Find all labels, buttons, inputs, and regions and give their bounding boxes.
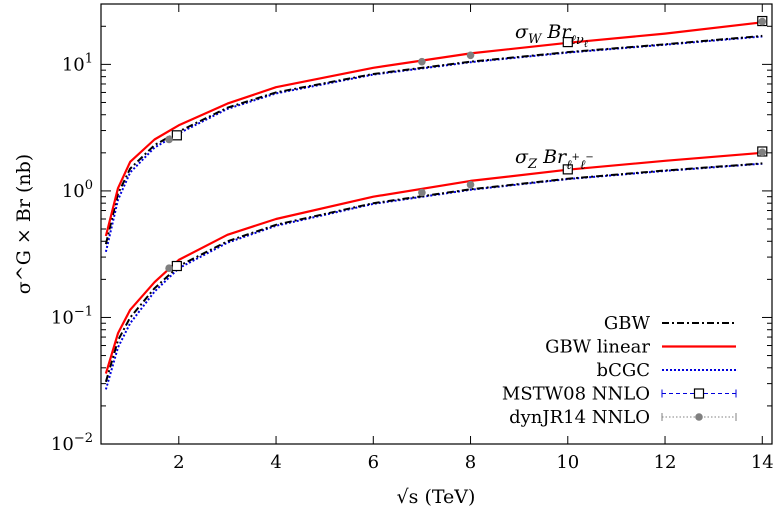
data-point-dynjr14-nnlo — [758, 148, 767, 157]
series-line-gbw-Z — [104, 162, 763, 383]
axis-ticks: 2 4 6 8 10 12 14 10−2 10−1 100 101 — [51, 3, 774, 473]
x-axis-label: √s (TeV) — [397, 486, 476, 508]
y-tick-label: 101 — [62, 51, 93, 75]
series-line-gbw-W — [104, 34, 763, 245]
data-point-dynjr14-nnlo — [466, 180, 475, 189]
data-point-mstw08-nnlo — [171, 260, 182, 272]
data-point-mstw08-nnlo — [562, 164, 573, 175]
data-point-dynjr14-nnlo — [466, 51, 475, 60]
data-point-dynjr14-nnlo — [758, 17, 767, 26]
x-tick-label: 12 — [654, 452, 677, 473]
series-curves — [104, 21, 763, 390]
legend-marker — [693, 388, 705, 399]
legend-label: GBW linear — [545, 337, 650, 358]
legend-marker — [695, 413, 703, 421]
legend-label: dynJR14 NNLO — [509, 407, 650, 428]
curve-annotations: σW Brℓνℓ σZ Brℓ+ℓ− — [515, 21, 594, 173]
series-line-gbw-linear-W — [104, 21, 763, 237]
annotation-W: σW Brℓνℓ — [515, 21, 588, 50]
legend-label: bCGC — [597, 360, 650, 381]
legend-label: GBW — [604, 313, 651, 334]
series-line-gbw-linear-Z — [104, 151, 763, 374]
data-point-dynjr14-nnlo — [165, 135, 173, 144]
series-markers — [165, 15, 768, 273]
data-point-mstw08-nnlo — [171, 130, 182, 141]
series-line-bcgc-W — [104, 35, 763, 253]
x-tick-label: 8 — [465, 452, 476, 473]
x-tick-label: 10 — [556, 452, 579, 473]
annotation-Z: σZ Brℓ+ℓ− — [515, 146, 594, 173]
plot-frame — [100, 3, 773, 445]
x-tick-label: 4 — [270, 452, 281, 473]
y-tick-label: 10−1 — [51, 304, 93, 328]
x-tick-label: 2 — [173, 452, 184, 473]
data-point-dynjr14-nnlo — [165, 264, 173, 273]
legend-label: MSTW08 NNLO — [502, 384, 650, 405]
y-tick-label: 100 — [62, 178, 93, 202]
y-tick-label: 10−2 — [51, 431, 93, 455]
x-tick-label: 14 — [751, 452, 774, 473]
data-point-mstw08-nnlo — [562, 36, 573, 48]
x-tick-label: 6 — [368, 452, 379, 473]
data-point-dynjr14-nnlo — [418, 188, 426, 197]
data-point-dynjr14-nnlo — [418, 57, 426, 66]
y-axis-label: σ^G × Br (nb) — [13, 154, 35, 294]
series-line-bcgc-Z — [104, 162, 763, 390]
